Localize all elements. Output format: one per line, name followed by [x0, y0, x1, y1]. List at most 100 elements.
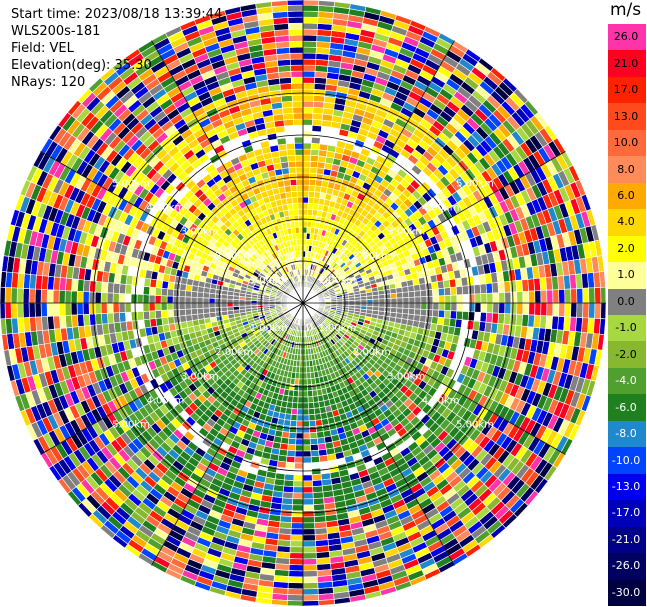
velocity-gate [295, 432, 304, 440]
velocity-gate [396, 297, 404, 304]
velocity-gate [0, 302, 6, 320]
velocity-gate [226, 306, 234, 312]
velocity-gate [600, 302, 607, 320]
velocity-gate [312, 497, 325, 506]
velocity-gate [244, 302, 252, 307]
velocity-gate [289, 552, 304, 560]
velocity-gate [402, 302, 410, 309]
velocity-gate [360, 299, 368, 304]
velocity-gate [302, 456, 312, 464]
velocity-gate [286, 600, 304, 607]
velocity-gate [297, 390, 304, 398]
velocity-gate [588, 302, 596, 319]
velocity-gate [449, 286, 458, 296]
velocity-gate [238, 302, 246, 307]
velocity-gate [154, 310, 163, 319]
velocity-gate [288, 564, 304, 572]
velocity-gate [40, 288, 48, 304]
velocity-gate [296, 414, 304, 422]
velocity-gate [298, 378, 304, 386]
velocity-gate [390, 297, 398, 304]
velocity-gate [232, 302, 240, 308]
velocity-gate [305, 360, 311, 368]
velocity-gate [291, 504, 304, 512]
velocity-gate [297, 402, 304, 410]
velocity-gate [302, 576, 319, 584]
velocity-gate [166, 302, 174, 311]
velocity-gate [438, 302, 446, 311]
velocity-gate [191, 313, 199, 321]
velocity-gate [106, 312, 115, 324]
velocity-gate [291, 516, 304, 524]
velocity-gate [178, 302, 186, 310]
velocity-gate [466, 275, 475, 286]
velocity-gate [302, 70, 316, 78]
velocity-gate [291, 402, 299, 410]
velocity-gate [220, 302, 228, 308]
velocity-gate [58, 302, 66, 317]
velocity-gate [302, 22, 319, 30]
ppi-scan-plot: 1.00km1.00km1.00km1.00km2.00km2.00km2.00… [0, 0, 607, 607]
velocity-gate [288, 570, 304, 578]
velocity-gate [318, 0, 336, 7]
velocity-gate [302, 354, 307, 362]
velocity-gate [270, 599, 288, 606]
velocity-gate [292, 498, 304, 506]
velocity-gate [290, 528, 304, 536]
velocity-gate [302, 220, 308, 228]
velocity-gate [461, 285, 470, 295]
velocity-gate [497, 312, 506, 325]
velocity-gate [431, 288, 440, 297]
velocity-gate [179, 283, 187, 292]
velocity-gate [94, 280, 103, 293]
velocity-gate [184, 290, 192, 298]
velocity-gate [302, 474, 313, 482]
velocity-gate [209, 311, 217, 319]
velocity-gate [313, 94, 326, 103]
velocity-gate [498, 292, 506, 304]
velocity-gate [302, 432, 311, 440]
velocity-gate [100, 302, 108, 314]
velocity-gate [479, 311, 488, 323]
velocity-gate [302, 426, 311, 434]
velocity-gate [294, 456, 304, 464]
velocity-gate [407, 285, 415, 293]
velocity-gate [308, 184, 316, 192]
velocity-gate [302, 450, 312, 458]
velocity-gate [302, 226, 308, 234]
velocity-gate [302, 570, 318, 578]
velocity-gate [599, 318, 606, 336]
velocity-gate [437, 309, 446, 319]
velocity-gate [296, 408, 304, 416]
velocity-gate [311, 479, 323, 488]
velocity-gate [196, 291, 204, 299]
velocity-gate [154, 287, 163, 296]
velocity-gate [10, 302, 18, 319]
velocity-gate [306, 372, 312, 380]
velocity-gate [130, 311, 139, 322]
velocity-gate [100, 312, 109, 325]
velocity-gate [318, 143, 329, 152]
velocity-gate [504, 291, 512, 304]
velocity-gate [220, 306, 228, 312]
velocity-gate [94, 291, 102, 304]
velocity-gate [196, 307, 204, 315]
velocity-gate [455, 310, 464, 321]
velocity-gate [34, 288, 42, 304]
velocity-gate [82, 302, 90, 315]
velocity-gate [106, 292, 114, 304]
velocity-gate [196, 302, 204, 309]
velocity-gate [312, 485, 324, 494]
velocity-gate [302, 480, 313, 488]
velocity-gate [302, 100, 314, 108]
velocity-gate [485, 312, 494, 324]
velocity-gate [420, 308, 428, 317]
velocity-gate [491, 282, 500, 294]
velocity-gate [143, 318, 152, 329]
velocity-gate [289, 425, 297, 434]
velocity-gate [94, 313, 103, 326]
velocity-gate [208, 297, 216, 304]
velocity-gate [516, 302, 524, 315]
velocity-gate [4, 302, 12, 319]
velocity-gate [474, 293, 482, 304]
